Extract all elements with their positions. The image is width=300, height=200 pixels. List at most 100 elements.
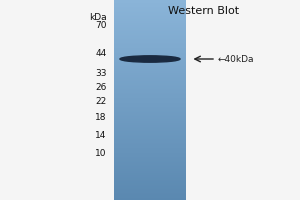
Bar xyxy=(114,59,186,60)
Bar xyxy=(114,141,186,142)
Bar xyxy=(114,0,186,1)
Bar xyxy=(114,90,186,91)
Bar xyxy=(114,74,186,75)
Bar xyxy=(114,129,186,130)
Bar xyxy=(114,126,186,127)
Text: 14: 14 xyxy=(95,131,106,140)
Bar xyxy=(114,120,186,121)
Bar xyxy=(114,41,186,42)
Bar xyxy=(114,167,186,168)
Bar xyxy=(114,47,186,48)
Bar xyxy=(114,34,186,35)
Bar xyxy=(114,113,186,114)
Bar xyxy=(114,5,186,6)
Bar xyxy=(114,156,186,157)
Text: 22: 22 xyxy=(95,97,106,106)
Bar xyxy=(114,197,186,198)
Bar xyxy=(114,94,186,95)
Bar xyxy=(114,140,186,141)
Bar xyxy=(114,18,186,19)
Bar xyxy=(114,81,186,82)
Bar xyxy=(114,191,186,192)
Bar xyxy=(114,193,186,194)
Bar xyxy=(114,101,186,102)
Bar xyxy=(114,1,186,2)
Bar xyxy=(114,133,186,134)
Bar xyxy=(114,97,186,98)
Text: 10: 10 xyxy=(95,148,106,158)
Bar xyxy=(114,102,186,103)
Bar xyxy=(114,64,186,65)
Bar xyxy=(114,55,186,56)
Bar xyxy=(114,151,186,152)
Bar xyxy=(114,45,186,46)
Bar xyxy=(114,176,186,177)
Bar xyxy=(114,85,186,86)
Bar xyxy=(114,57,186,58)
Bar xyxy=(114,149,186,150)
Bar xyxy=(114,39,186,40)
Bar xyxy=(114,14,186,15)
Bar xyxy=(114,50,186,51)
Bar xyxy=(114,9,186,10)
Bar xyxy=(114,66,186,67)
Bar xyxy=(114,35,186,36)
Bar xyxy=(114,159,186,160)
Text: 33: 33 xyxy=(95,68,106,77)
Bar xyxy=(114,145,186,146)
Bar xyxy=(114,111,186,112)
Bar xyxy=(114,127,186,128)
Bar xyxy=(114,157,186,158)
Bar xyxy=(114,161,186,162)
Bar xyxy=(114,89,186,90)
Bar xyxy=(114,162,186,163)
Bar xyxy=(114,43,186,44)
Bar xyxy=(114,124,186,125)
Bar xyxy=(114,119,186,120)
Bar xyxy=(114,107,186,108)
Bar xyxy=(114,16,186,17)
Bar xyxy=(114,186,186,187)
Bar xyxy=(114,115,186,116)
Bar xyxy=(114,24,186,25)
Text: Western Blot: Western Blot xyxy=(168,6,240,16)
Bar xyxy=(114,108,186,109)
Bar xyxy=(114,123,186,124)
Bar xyxy=(114,122,186,123)
Bar xyxy=(114,106,186,107)
Bar xyxy=(114,6,186,7)
Bar xyxy=(114,83,186,84)
Bar xyxy=(114,46,186,47)
Bar xyxy=(114,189,186,190)
Bar xyxy=(114,36,186,37)
Bar xyxy=(114,155,186,156)
Bar xyxy=(114,20,186,21)
Bar xyxy=(114,179,186,180)
Bar xyxy=(114,21,186,22)
Bar xyxy=(114,152,186,153)
Bar xyxy=(114,10,186,11)
Bar xyxy=(114,56,186,57)
Bar xyxy=(114,173,186,174)
Bar xyxy=(114,166,186,167)
Bar xyxy=(114,92,186,93)
Bar xyxy=(114,37,186,38)
Bar xyxy=(114,86,186,87)
Bar xyxy=(114,164,186,165)
Bar xyxy=(114,104,186,105)
Bar xyxy=(114,134,186,135)
Bar xyxy=(114,116,186,117)
Bar xyxy=(114,31,186,32)
Bar xyxy=(114,147,186,148)
Bar xyxy=(114,60,186,61)
Bar xyxy=(114,180,186,181)
Bar xyxy=(114,65,186,66)
Bar xyxy=(114,112,186,113)
Bar xyxy=(114,33,186,34)
Bar xyxy=(114,96,186,97)
Bar xyxy=(114,103,186,104)
Bar xyxy=(114,23,186,24)
Bar xyxy=(114,188,186,189)
Bar xyxy=(114,26,186,27)
Bar xyxy=(114,198,186,199)
